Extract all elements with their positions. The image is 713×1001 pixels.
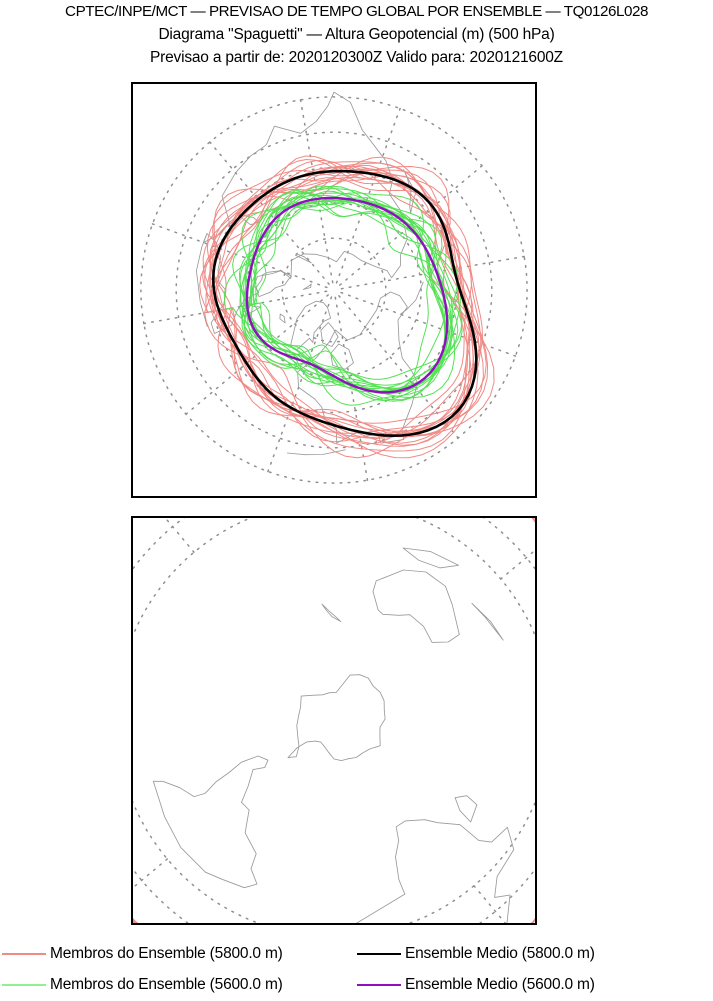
legend-swatch-members-5800 xyxy=(2,952,46,955)
southern-hemisphere-plot xyxy=(133,518,535,923)
legend-swatch-members-5600 xyxy=(2,983,46,986)
legend-row-5800: Membros do Ensemble (5800.0 m) Ensemble … xyxy=(0,938,713,969)
page-title-block: CPTEC/INPE/MCT — PREVISAO DE TEMPO GLOBA… xyxy=(0,0,713,69)
title-line-1: CPTEC/INPE/MCT — PREVISAO DE TEMPO GLOBA… xyxy=(65,3,648,20)
legend-item-mean-5800: Ensemble Medio (5800.0 m) xyxy=(357,938,595,969)
legend: Membros do Ensemble (5800.0 m) Ensemble … xyxy=(0,938,713,1001)
legend-row-5600: Membros do Ensemble (5600.0 m) Ensemble … xyxy=(0,969,713,1000)
legend-item-mean-5600: Ensemble Medio (5600.0 m) xyxy=(357,969,595,1000)
legend-item-members-5800: Membros do Ensemble (5800.0 m) xyxy=(2,938,283,969)
south-grid-layer xyxy=(133,518,535,923)
legend-swatch-mean-5600 xyxy=(357,983,401,986)
south-members-5800 xyxy=(133,518,535,923)
south-mean-5800 xyxy=(133,518,535,923)
title-line-2: Diagrama "Spaguetti" — Altura Geopotenci… xyxy=(158,26,555,43)
legend-label-mean-5600: Ensemble Medio (5600.0 m) xyxy=(405,975,595,993)
south-mean-5600 xyxy=(133,518,535,923)
map-panel-northern-hemisphere xyxy=(131,82,537,498)
south-coastlines xyxy=(152,547,515,923)
legend-item-members-5600: Membros do Ensemble (5600.0 m) xyxy=(2,969,283,1000)
legend-label-members-5800: Membros do Ensemble (5800.0 m) xyxy=(50,944,283,962)
map-panel-southern-hemisphere xyxy=(131,516,537,925)
legend-label-mean-5800: Ensemble Medio (5800.0 m) xyxy=(405,944,595,962)
legend-swatch-mean-5800 xyxy=(357,952,401,955)
northern-hemisphere-plot xyxy=(140,91,528,484)
south-members-5600 xyxy=(133,518,535,923)
title-line-3: Previsao a partir de: 2020120300Z Valido… xyxy=(150,49,563,66)
north-members-5600 xyxy=(223,185,463,406)
north-mean-5800 xyxy=(212,169,478,437)
legend-label-members-5600: Membros do Ensemble (5600.0 m) xyxy=(50,975,283,993)
north-mean-5600 xyxy=(245,196,449,394)
